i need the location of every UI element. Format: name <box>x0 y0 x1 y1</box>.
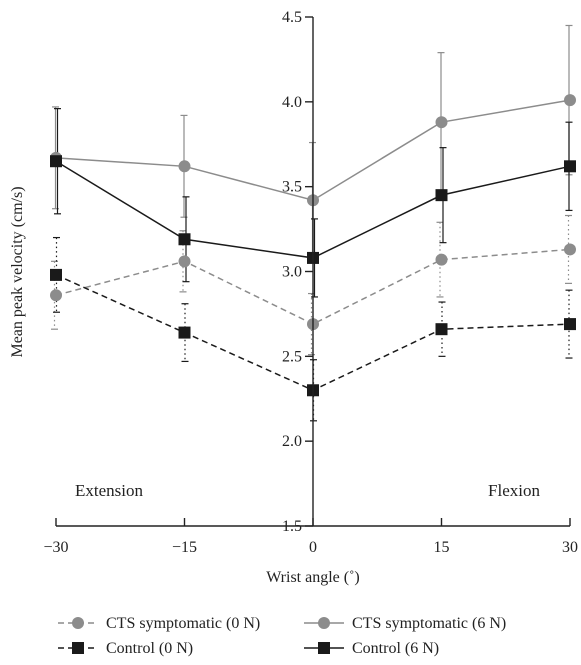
legend-label: Control (6 N) <box>352 640 439 657</box>
data-markers <box>50 94 576 397</box>
y-tick-label: 2.0 <box>282 433 302 450</box>
data-point <box>50 268 62 281</box>
legend-label: Control (0 N) <box>106 640 193 657</box>
data-point <box>178 160 191 173</box>
x-tick-label: −15 <box>172 539 197 556</box>
axes: −30 −15 0 15 30 1.5 2.0 2.5 3.0 3.5 4.0 4.5 <box>43 9 578 556</box>
region-label-flexion: Flexion <box>488 481 540 500</box>
y-tick-label: 4.5 <box>282 9 302 26</box>
legend-marker <box>72 617 84 629</box>
y-tick-label: 1.5 <box>282 518 302 535</box>
y-tick-label: 3.5 <box>282 179 302 196</box>
data-point <box>435 189 448 202</box>
data-point <box>178 233 191 246</box>
legend-marker <box>318 617 330 629</box>
x-tick-label: −30 <box>43 539 68 556</box>
legend-marker <box>318 642 330 654</box>
x-axis-label: Wrist angle (˚) <box>266 569 360 586</box>
error-bars <box>51 24 573 422</box>
data-point <box>435 323 448 336</box>
y-tick-label: 4.0 <box>282 94 302 111</box>
data-point <box>50 155 62 168</box>
data-point <box>435 253 448 266</box>
x-tick-label: 15 <box>434 539 450 556</box>
legend: CTS symptomatic (0 N) CTS symptomatic (6 … <box>58 615 506 657</box>
data-point <box>435 116 448 129</box>
data-point <box>178 326 191 339</box>
x-tick-label: 30 <box>562 539 578 556</box>
data-point <box>564 94 576 107</box>
region-label-extension: Extension <box>75 481 143 500</box>
data-point <box>564 160 576 173</box>
legend-label: CTS symptomatic (0 N) <box>106 615 260 632</box>
y-tick-label: 2.5 <box>282 348 302 365</box>
data-point <box>178 255 191 268</box>
y-tick-label: 3.0 <box>282 264 302 281</box>
y-axis-label: Mean peak velocity (cm/s) <box>9 186 26 357</box>
x-tick-label: 0 <box>309 539 317 556</box>
data-point <box>564 243 576 256</box>
legend-marker <box>72 642 84 654</box>
data-point <box>564 318 576 331</box>
legend-label: CTS symptomatic (6 N) <box>352 615 506 632</box>
data-point <box>50 289 62 302</box>
